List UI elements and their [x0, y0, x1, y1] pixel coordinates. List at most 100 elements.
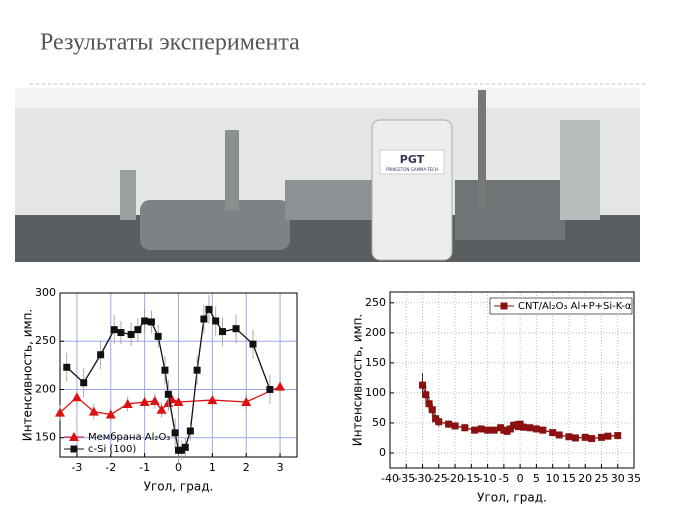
- marker: [71, 392, 82, 402]
- y-tick-label: 250: [365, 296, 386, 309]
- marker: [63, 363, 71, 371]
- marker: [241, 397, 252, 407]
- legend-marker: [500, 302, 508, 310]
- marker: [186, 427, 194, 435]
- marker: [164, 390, 172, 398]
- x-tick-label: -3: [71, 461, 82, 474]
- marker: [519, 423, 527, 431]
- marker: [127, 330, 135, 338]
- x-tick-label: -35: [397, 472, 415, 485]
- marker: [581, 433, 589, 441]
- legend-marker: [70, 445, 78, 453]
- x-tick-label: 2: [243, 461, 250, 474]
- x-tick-label: 30: [611, 472, 625, 485]
- marker: [532, 425, 540, 433]
- y-tick-label: 250: [35, 334, 56, 347]
- y-tick-label: 150: [365, 356, 386, 369]
- marker: [490, 426, 498, 434]
- x-tick-label: 5: [533, 472, 540, 485]
- marker: [154, 332, 162, 340]
- slide-title: Результаты эксперимента: [40, 30, 300, 56]
- marker: [97, 351, 105, 359]
- x-tick-label: 0: [175, 461, 182, 474]
- marker: [428, 406, 436, 414]
- photo-rack: [455, 180, 565, 240]
- x-tick-label: -30: [414, 472, 432, 485]
- marker: [122, 398, 133, 408]
- photo-valve: [120, 170, 136, 220]
- x-tick-label: -1: [139, 461, 150, 474]
- x-tick-label: 0: [517, 472, 524, 485]
- y-tick-label: 300: [35, 286, 56, 299]
- x-tick-label: -10: [479, 472, 497, 485]
- marker: [435, 418, 443, 426]
- y-axis-label: Интенсивность, имп.: [351, 314, 365, 447]
- photo: PGT PRINCETON GAMMA-TECH: [15, 88, 640, 262]
- marker: [205, 305, 213, 313]
- plot-frame: [389, 291, 635, 469]
- marker: [266, 385, 274, 393]
- marker: [80, 379, 88, 387]
- x-axis-label: Угол, град.: [144, 480, 214, 494]
- legend-label: Мембрана Al₂O₃: [88, 432, 170, 443]
- marker: [451, 422, 459, 430]
- photo-cylinder: [560, 120, 600, 220]
- y-tick-label: 200: [35, 382, 56, 395]
- y-tick-label: 200: [365, 326, 386, 339]
- legend-label: CNT/Al₂O₃ Al+P+Si-K-α: [518, 301, 632, 312]
- marker: [207, 395, 218, 405]
- marker: [219, 328, 227, 336]
- marker: [181, 443, 189, 451]
- marker: [105, 409, 116, 419]
- y-tick-label: 150: [35, 431, 56, 444]
- marker: [526, 424, 534, 432]
- x-axis-label: Угол, град.: [477, 491, 547, 505]
- photo-logo: PGT: [400, 153, 425, 166]
- marker: [149, 396, 160, 406]
- photo-label: [379, 149, 445, 175]
- x-tick-label: 10: [546, 472, 560, 485]
- marker: [419, 381, 427, 389]
- marker: [200, 315, 208, 323]
- marker: [477, 425, 485, 433]
- x-tick-label: 20: [578, 472, 592, 485]
- marker: [422, 391, 430, 399]
- photo-chamber: [140, 200, 290, 250]
- marker: [461, 424, 469, 432]
- marker: [173, 397, 184, 407]
- marker: [445, 420, 453, 428]
- y-tick-label: 50: [372, 416, 386, 429]
- marker: [88, 406, 99, 416]
- marker: [571, 434, 579, 442]
- marker: [117, 329, 125, 337]
- y-axis-label: Интенсивность, имп.: [21, 309, 35, 442]
- marker: [597, 433, 605, 441]
- marker: [193, 366, 201, 374]
- photo-pipe: [285, 180, 375, 220]
- marker: [565, 433, 573, 441]
- marker: [275, 381, 286, 391]
- marker: [555, 431, 563, 439]
- photo-probe: [225, 130, 239, 210]
- marker: [212, 317, 220, 325]
- marker: [134, 326, 142, 334]
- photo-maker: PRINCETON GAMMA-TECH: [386, 167, 438, 172]
- marker: [141, 317, 149, 325]
- marker: [161, 366, 169, 374]
- x-tick-label: -20: [446, 472, 464, 485]
- marker: [156, 404, 167, 414]
- marker: [232, 325, 240, 333]
- x-tick-label: 15: [562, 472, 576, 485]
- x-tick-label: -5: [498, 472, 509, 485]
- marker: [249, 340, 257, 348]
- photo-detector: [371, 119, 453, 261]
- marker: [147, 318, 155, 326]
- marker: [171, 429, 179, 437]
- marker: [471, 426, 479, 434]
- marker: [614, 432, 622, 440]
- x-tick-label: 25: [594, 472, 608, 485]
- plot-area: [390, 292, 634, 468]
- x-tick-label: -2: [105, 461, 116, 474]
- photo-pole: [478, 90, 486, 210]
